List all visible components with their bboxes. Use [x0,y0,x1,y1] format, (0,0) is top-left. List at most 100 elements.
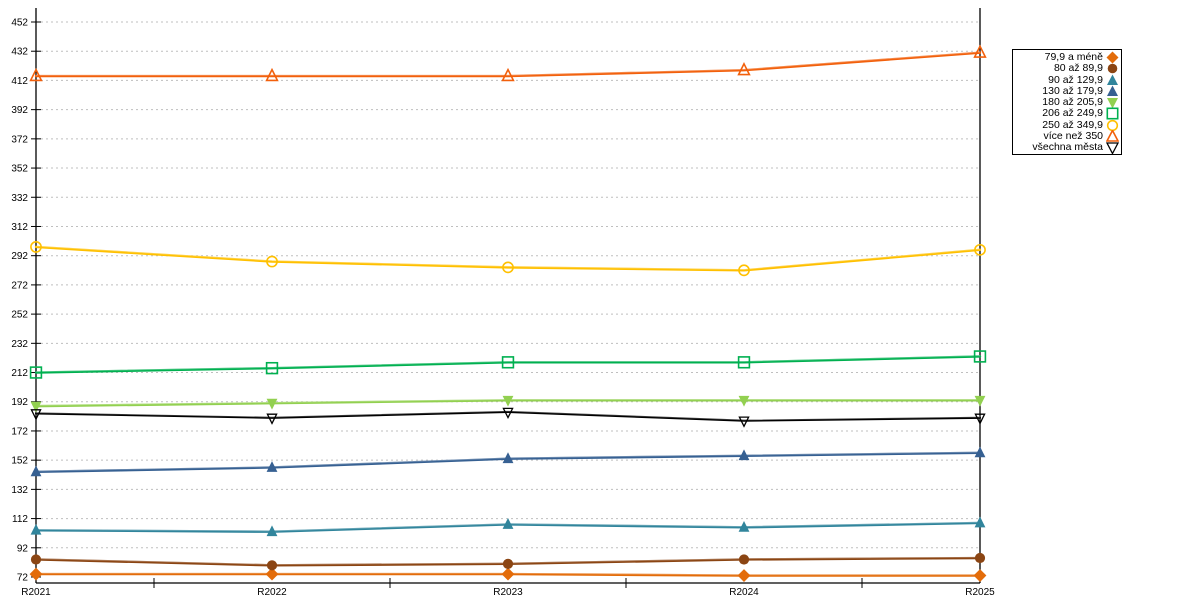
data-point-marker [501,567,515,581]
legend-item-label: 79,9 a méně [1044,51,1103,63]
triangle-down-legend-icon [1107,98,1118,109]
x-tick-label: R2024 [729,587,759,598]
data-point-marker [973,44,987,58]
data-point-marker [738,554,750,565]
y-tick-label: 132 [11,485,28,496]
legend-item: všechna města [1015,141,1119,154]
triangle-up-legend-icon [1107,85,1118,96]
x-tick-label: R2022 [257,587,287,598]
legend-marker [1106,142,1119,154]
legend-item-label: 80 až 89,9 [1053,62,1103,75]
data-point-marker [737,62,751,76]
data-point-marker [738,416,750,428]
legend-item-label: všechna města [1032,141,1103,153]
legend-item-label: 206 až 249,9 [1042,107,1103,120]
data-point-marker [738,520,750,532]
data-point-marker [265,67,279,82]
series-line [30,241,986,277]
data-point-marker [973,350,987,363]
y-tick-label: 272 [11,280,28,291]
data-point-marker [737,569,751,582]
series-path [34,245,982,272]
data-point-marker [738,449,750,461]
legend-marker [1107,74,1118,85]
series-line [29,567,987,582]
data-point-marker [974,552,986,564]
data-point-marker [502,261,514,274]
y-tick-label: 92 [17,543,29,554]
y-tick-label: 352 [11,164,28,175]
data-point-marker [502,452,514,464]
legend-item: 80 až 89,9 [1015,63,1119,74]
triangle-up-legend-icon [1107,74,1118,85]
y-tick-label: 152 [11,456,28,467]
series-path [34,51,982,78]
series-line [30,552,986,571]
legend-marker [1107,85,1118,96]
y-tick-label: 412 [11,76,28,87]
legend-item-label: 180 až 205,9 [1042,96,1103,108]
triangle-up-legend-icon [1106,129,1119,142]
data-point-marker [266,560,278,571]
data-point-marker [29,567,43,581]
data-point-marker [502,558,514,569]
data-point-marker [30,409,42,421]
x-tick-label: R2023 [493,587,523,598]
y-tick-label: 432 [11,47,28,58]
data-point-marker [738,395,750,407]
y-tick-label: 212 [11,368,28,379]
data-point-marker [501,67,515,82]
square-legend-icon [1106,107,1119,120]
series-path [34,410,982,422]
legend-item: 250 až 349,9 [1015,119,1119,131]
series-path-sheen [35,245,981,270]
data-point-marker [502,407,514,420]
y-tick-label: 372 [11,134,28,145]
data-point-marker [502,395,514,407]
data-point-marker [737,356,751,369]
legend-marker [1107,98,1118,109]
legend-marker [1106,119,1119,131]
data-point-marker [29,366,43,379]
data-point-marker [266,413,278,425]
y-tick-label: 392 [11,105,28,116]
data-point-marker [974,395,986,407]
data-point-marker [974,446,986,458]
data-point-marker [30,241,42,253]
axes: 72 92 112 132 152 172 192 212 232 252 272 292 312 332… [11,8,995,598]
legend-item-label: 130 až 179,9 [1042,84,1103,97]
legend-item: 180 až 205,9 [1015,96,1119,109]
series-path [34,355,982,374]
legend-marker [1107,63,1118,74]
circle-legend-icon [1107,63,1118,74]
legend-marker [1106,129,1119,142]
x-tick-label: R2025 [965,587,995,598]
legend-item: 130 až 179,9 [1015,84,1119,97]
legend-item-label: více než 350 [1043,129,1103,142]
legend-item: 90 až 129,9 [1015,74,1119,86]
series-line [30,516,986,537]
data-point-marker [30,465,42,477]
triangle-down-legend-icon [1106,142,1119,154]
y-tick-label: 192 [11,397,28,408]
series-path-sheen [35,410,981,421]
data-point-marker [502,518,514,529]
series-line [30,407,986,428]
y-tick-label: 112 [12,514,28,525]
series-line [30,446,986,477]
data-point-marker [265,361,279,375]
legend-marker [1106,107,1119,120]
x-tick-label: R2021 [21,587,51,598]
y-tick-label: 172 [11,426,28,437]
data-point-marker [974,413,986,425]
data-point-marker [973,569,987,582]
y-tick-label: 332 [11,193,28,204]
legend-item: 206 až 249,9 [1015,107,1119,120]
legend: 79,9 a méně 80 až 89,9 90 až 129,9 130 až 1… [1012,49,1122,155]
data-point-marker [266,461,278,472]
data-point-marker [29,67,43,82]
series-path-sheen [36,51,981,76]
data-point-marker [266,525,278,537]
